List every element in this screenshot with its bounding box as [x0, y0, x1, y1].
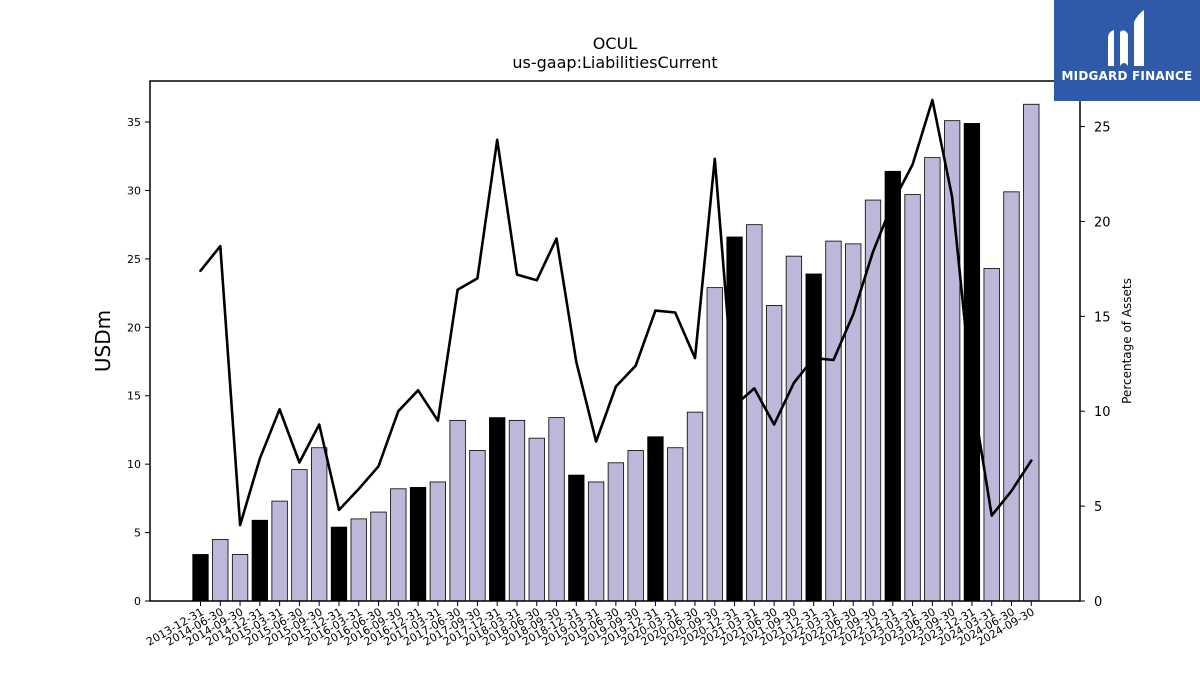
bar: [449, 419, 466, 602]
y2-axis-label: Percentage of Assets: [1120, 278, 1134, 404]
bar: [706, 287, 723, 602]
bar: [904, 194, 921, 602]
bar: [409, 487, 427, 602]
bar: [469, 450, 486, 602]
y-tick-label: 5: [134, 527, 141, 540]
bar: [825, 240, 842, 602]
bar: [667, 447, 684, 602]
bar: [528, 437, 545, 602]
bar: [548, 417, 565, 602]
bar: [726, 236, 743, 602]
bar: [311, 447, 328, 602]
bar: [607, 462, 625, 602]
bar: [805, 273, 822, 602]
bar: [647, 436, 664, 602]
y2-tick-label: 15: [1094, 310, 1111, 325]
bar: [350, 518, 367, 602]
y2-tick-label: 25: [1094, 121, 1111, 136]
y-tick-label: 25: [127, 253, 141, 266]
bar: [587, 481, 605, 602]
y-axis-label: USDm: [91, 310, 115, 372]
bar: [765, 305, 783, 602]
plot-frame: [149, 80, 1081, 602]
bar: [192, 554, 209, 602]
bar: [429, 481, 447, 602]
y-tick-label: 30: [127, 184, 141, 197]
y-tick-label: 35: [127, 116, 141, 129]
brand-name: MIDGARD FINANCE: [1061, 69, 1193, 83]
brand-logo: MIDGARD FINANCE: [1054, 0, 1200, 101]
bar: [686, 411, 704, 602]
bar: [330, 526, 348, 602]
bar: [370, 511, 387, 602]
y2-tick-label: 0: [1094, 595, 1102, 610]
bar: [884, 170, 901, 602]
bar: [963, 123, 981, 602]
brand-mark-icon: [1108, 10, 1144, 66]
bar: [1003, 191, 1020, 602]
bar: [508, 419, 526, 602]
y2-tick-label: 20: [1094, 215, 1111, 230]
bar: [924, 157, 941, 602]
y-tick-label: 20: [127, 321, 141, 334]
bar: [390, 488, 407, 602]
bar: [291, 469, 308, 602]
y-tick-label: 15: [127, 390, 141, 403]
y-tick-label: 0: [134, 595, 141, 608]
bar: [1023, 103, 1040, 602]
chart-subtitle: us-gaap:LiabilitiesCurrent: [512, 53, 717, 72]
bar: [212, 539, 229, 602]
y2-tick-label: 5: [1094, 500, 1102, 515]
bar: [231, 554, 249, 602]
bar: [785, 255, 803, 602]
bar: [627, 450, 644, 602]
bar: [983, 268, 1000, 602]
percentage-line: [199, 98, 1033, 527]
y2-tick-label: 10: [1094, 405, 1111, 420]
bar: [746, 224, 763, 602]
y-tick-label: 10: [127, 458, 141, 471]
bar: [568, 474, 585, 602]
bar: [251, 519, 268, 602]
bar: [271, 500, 288, 602]
bar: [864, 199, 882, 602]
chart-title: OCUL: [593, 34, 637, 53]
bar: [489, 417, 506, 602]
